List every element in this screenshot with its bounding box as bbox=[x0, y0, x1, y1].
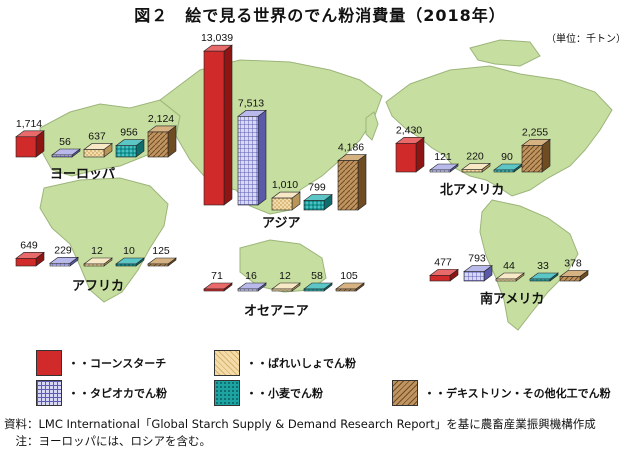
value-label-tapioca: 56 bbox=[59, 136, 71, 148]
value-label-other: 2,124 bbox=[148, 113, 174, 125]
bar-potato bbox=[495, 272, 525, 282]
value-label-corn: 1,714 bbox=[16, 118, 42, 130]
value-label-corn: 71 bbox=[211, 270, 223, 282]
value-label-potato: 44 bbox=[503, 260, 515, 272]
value-label-other: 2,255 bbox=[522, 126, 548, 138]
landmass-japan bbox=[365, 111, 379, 141]
value-label-wheat: 10 bbox=[123, 245, 135, 257]
region-label: アフリカ bbox=[72, 279, 124, 294]
bar-wheat bbox=[493, 163, 523, 173]
value-label-other: 125 bbox=[152, 245, 170, 257]
unit-label: （単位：千トン） bbox=[546, 34, 626, 45]
bar-other bbox=[147, 257, 177, 267]
landmass-south-america bbox=[479, 199, 579, 331]
legend-item-wheat-starch: ・・小麦でん粉 bbox=[214, 380, 323, 406]
bar-potato bbox=[83, 257, 113, 267]
bar-potato bbox=[271, 191, 301, 211]
bar-corn bbox=[203, 44, 233, 206]
world-map-chart: 1,714 56 637 956 2,124 13,039 7,513 1,010 799 4,1… bbox=[15, 32, 613, 331]
bar-potato bbox=[271, 282, 301, 292]
bar-corn bbox=[395, 136, 425, 173]
bar-other bbox=[337, 154, 367, 211]
legend-swatch-potato-starch bbox=[214, 350, 240, 376]
bar-tapioca bbox=[237, 109, 267, 206]
bar-tapioca bbox=[49, 256, 79, 267]
bar-tapioca bbox=[51, 148, 81, 158]
legend-swatch-tapioca-starch bbox=[36, 380, 62, 406]
bar-wheat bbox=[115, 139, 145, 158]
bar-layer: 1,714 56 637 956 2,124 13,039 7,513 1,010 799 4,1… bbox=[15, 32, 589, 292]
value-label-tapioca: 793 bbox=[468, 253, 486, 265]
legend-label-tapioca-starch: ・・タピオカでん粉 bbox=[68, 387, 167, 400]
legend-label-cornstarch: ・・コーンスターチ bbox=[68, 357, 167, 370]
value-label-other: 378 bbox=[564, 258, 582, 270]
value-label-corn: 2,430 bbox=[396, 124, 422, 136]
legend-item-cornstarch: ・・コーンスターチ bbox=[36, 350, 166, 376]
value-label-tapioca: 229 bbox=[54, 244, 72, 256]
value-label-wheat: 33 bbox=[537, 260, 549, 272]
legend-item-tapioca-starch: ・・タピオカでん粉 bbox=[36, 380, 167, 406]
bar-tapioca bbox=[237, 282, 267, 292]
bar-corn bbox=[429, 268, 459, 282]
legend-swatch-dextrin-other bbox=[392, 380, 418, 406]
value-label-wheat: 799 bbox=[308, 182, 326, 194]
chart-title: 図２ 絵で見る世界のでん粉消費量（2018年） bbox=[134, 6, 506, 25]
bar-tapioca bbox=[463, 265, 493, 282]
value-label-tapioca: 7,513 bbox=[238, 97, 264, 109]
value-label-corn: 13,039 bbox=[201, 32, 233, 44]
landmass-greenland bbox=[469, 39, 541, 67]
source-notes: 資料：LMC International「Global Starch Suppl… bbox=[4, 416, 596, 450]
value-label-corn: 649 bbox=[20, 239, 38, 251]
legend-swatch-wheat-starch bbox=[214, 380, 240, 406]
value-label-wheat: 956 bbox=[120, 127, 138, 139]
bar-other bbox=[559, 269, 589, 282]
legend-label-wheat-starch: ・・小麦でん粉 bbox=[246, 387, 323, 400]
legend-item-potato-starch: ・・ばれいしょでん粉 bbox=[214, 350, 356, 376]
bar-wheat bbox=[529, 272, 559, 282]
source-line: 資料：LMC International「Global Starch Suppl… bbox=[4, 417, 596, 431]
legend-swatch-cornstarch bbox=[36, 350, 62, 376]
value-label-wheat: 90 bbox=[501, 151, 513, 163]
bar-corn bbox=[15, 130, 45, 158]
bar-wheat bbox=[115, 257, 145, 267]
bar-other bbox=[521, 138, 551, 173]
bar-potato bbox=[461, 162, 491, 173]
legend-label-dextrin-other: ・・デキストリン・その他化工でん粉 bbox=[424, 387, 611, 400]
value-label-other: 105 bbox=[340, 270, 358, 282]
region-label: オセアニア bbox=[244, 304, 309, 319]
bar-wheat bbox=[303, 282, 333, 292]
legend-item-dextrin-other: ・・デキストリン・その他化工でん粉 bbox=[392, 380, 611, 406]
region-label: ヨーロッパ bbox=[50, 167, 115, 182]
landmass-north-america bbox=[385, 65, 613, 197]
value-label-potato: 12 bbox=[91, 245, 103, 257]
bar-tapioca bbox=[429, 163, 459, 173]
value-label-other: 4,186 bbox=[338, 142, 364, 154]
legend-label-potato-starch: ・・ばれいしょでん粉 bbox=[246, 357, 356, 370]
note-line: 注：ヨーロッパには、ロシアを含む。 bbox=[4, 434, 211, 448]
value-label-wheat: 58 bbox=[311, 270, 323, 282]
value-label-tapioca: 121 bbox=[434, 151, 452, 163]
bar-other bbox=[147, 125, 177, 158]
region-label: 南アメリカ bbox=[480, 291, 544, 307]
value-label-corn: 477 bbox=[434, 256, 452, 268]
region-label: アジア bbox=[262, 216, 300, 231]
bar-potato bbox=[83, 142, 113, 158]
bar-corn bbox=[15, 251, 45, 267]
region-label: 北アメリカ bbox=[440, 183, 504, 198]
value-label-potato: 1,010 bbox=[272, 179, 298, 191]
bar-other bbox=[335, 282, 365, 292]
landmass-africa bbox=[39, 177, 169, 303]
value-label-potato: 637 bbox=[88, 130, 106, 142]
legend: ・・コーンスターチ ・・ばれいしょでん粉 ・・タピオカでん粉 ・・小麦でん粉 ・… bbox=[0, 345, 640, 406]
value-label-tapioca: 16 bbox=[245, 270, 257, 282]
value-label-potato: 220 bbox=[466, 150, 484, 162]
bar-wheat bbox=[303, 193, 333, 211]
bar-corn bbox=[203, 282, 233, 292]
value-label-potato: 12 bbox=[279, 270, 291, 282]
